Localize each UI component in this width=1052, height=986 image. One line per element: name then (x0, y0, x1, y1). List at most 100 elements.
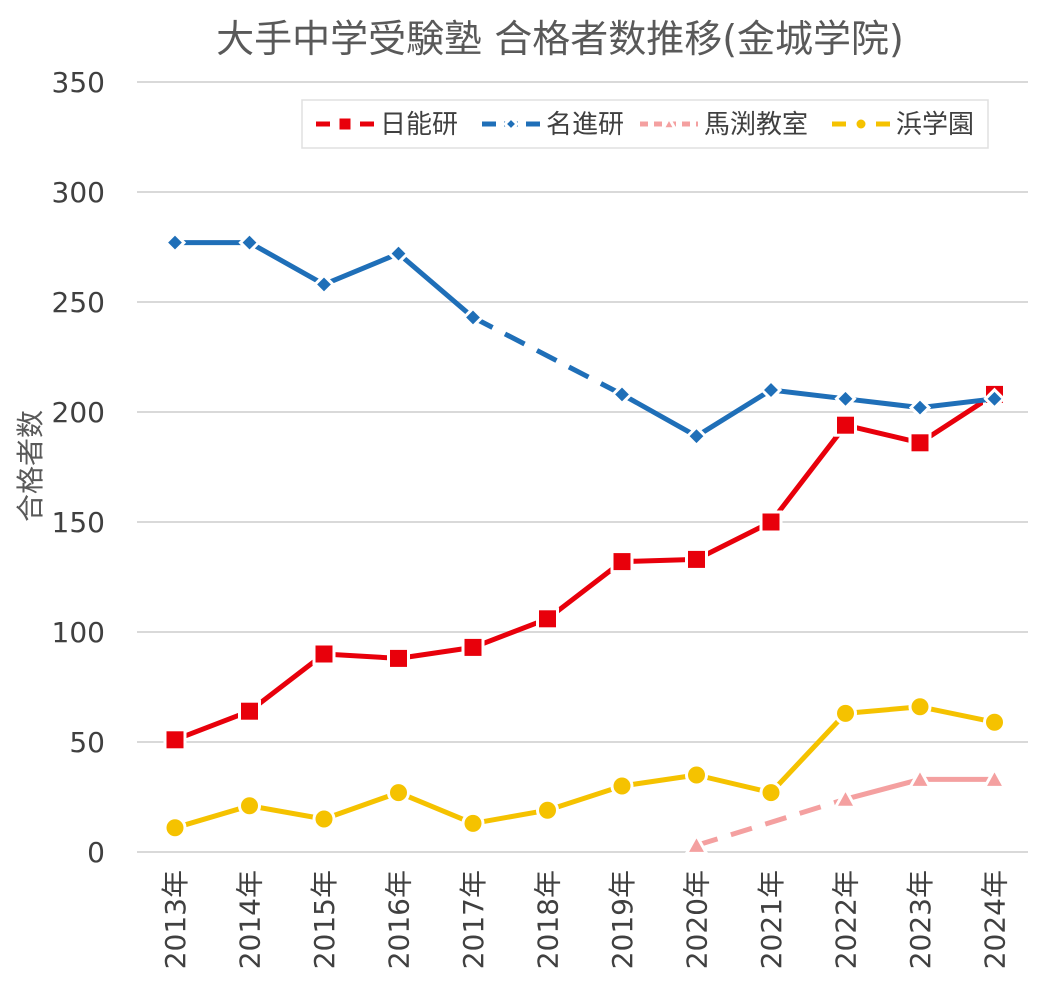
data-point (834, 701, 857, 725)
series-line-segment (843, 704, 923, 716)
series-line-segment (619, 556, 699, 565)
data-point (238, 699, 261, 723)
data-point (461, 306, 485, 329)
series-line-segment (321, 251, 401, 287)
data-point (908, 695, 932, 719)
legend-item-0: 日能研 (316, 110, 458, 140)
gridlines (137, 81, 1028, 853)
series-layer (163, 231, 1008, 855)
x-tick-label: 2022年 (830, 870, 863, 969)
legend-marker (336, 115, 354, 133)
data-point (981, 766, 1008, 789)
data-point (983, 387, 1006, 410)
data-point (834, 413, 857, 437)
data-point (536, 607, 559, 631)
series-line-segment (843, 396, 923, 411)
data-point (683, 832, 710, 855)
data-point (312, 642, 336, 666)
legend-label: 浜学園 (896, 110, 974, 140)
x-tick-label: 2014年 (234, 870, 267, 969)
series-line-segment (471, 315, 624, 397)
legend-item-3: 浜学園 (832, 110, 974, 140)
data-point (759, 378, 783, 402)
data-point (461, 635, 485, 659)
y-tick-label: 0 (87, 836, 105, 869)
series-line-segment (843, 776, 923, 802)
x-tick-label: 2013年 (159, 870, 192, 969)
legend: 日能研 名進研 馬渕教室 浜学園 (301, 99, 989, 149)
legend-marker (853, 116, 869, 132)
legend-label: 日能研 (380, 110, 458, 140)
data-point (983, 710, 1006, 734)
series-line-segment (545, 783, 625, 813)
data-point (685, 763, 708, 787)
data-point (238, 794, 261, 818)
y-tick-label: 250 (52, 286, 105, 319)
data-point (238, 231, 261, 254)
series-line-segment (917, 396, 997, 411)
series-line-segment (843, 422, 923, 446)
series-line-segment (768, 422, 848, 525)
series-line-segment (470, 616, 550, 650)
series-line-segment (619, 391, 699, 439)
series-line-segment (694, 519, 774, 562)
data-point (908, 396, 932, 419)
data-point (387, 646, 410, 670)
data-point (685, 425, 708, 448)
series-line-segment (694, 772, 774, 796)
series-line-segment (247, 651, 327, 714)
data-point (461, 811, 485, 835)
legend-box (301, 99, 989, 149)
series-line-segment (768, 710, 848, 796)
data-point (832, 786, 859, 809)
y-tick-label: 350 (52, 66, 105, 99)
series-line-segment (619, 772, 699, 789)
series-line-segment (917, 704, 997, 725)
legend-item-2: 馬渕教室 (640, 110, 808, 140)
data-point (610, 383, 634, 406)
series-line-segment (470, 807, 550, 826)
series-line-segment (321, 651, 401, 661)
series-line-segment (396, 251, 476, 320)
data-point (536, 798, 559, 822)
data-point (387, 242, 410, 265)
data-point (759, 510, 783, 534)
series-line-segment (396, 644, 476, 661)
data-point (834, 387, 857, 410)
series-line-segment (247, 240, 327, 287)
x-tick-label: 2021年 (755, 870, 788, 969)
data-point (907, 766, 933, 789)
y-axis-ticks: 0 50 100 150 200 250 300 350 (52, 66, 105, 869)
data-point (387, 781, 410, 805)
series-line-segment (172, 803, 252, 831)
x-tick-label: 2019年 (606, 870, 639, 969)
series-line-segment (247, 803, 327, 822)
x-tick-label: 2020年 (681, 870, 714, 969)
data-point (908, 431, 932, 455)
legend-marker (502, 115, 520, 133)
x-tick-label: 2024年 (979, 870, 1012, 969)
series-line-segment (694, 387, 774, 439)
y-axis-label: 合格者数 (14, 410, 47, 522)
series-1 (163, 231, 1006, 448)
data-point (610, 550, 634, 574)
y-tick-label: 200 (52, 396, 105, 429)
legend-marker (660, 114, 678, 131)
series-line-segment (321, 790, 401, 822)
series-line-segment (396, 790, 476, 826)
chart-title: 大手中学受験塾 合格者数推移(金城学院) (216, 17, 904, 61)
y-tick-label: 150 (52, 506, 105, 539)
data-point (163, 728, 187, 752)
x-tick-label: 2018年 (532, 870, 565, 969)
y-tick-label: 100 (52, 616, 105, 649)
series-line-segment (545, 559, 625, 622)
x-tick-label: 2016年 (383, 870, 416, 969)
x-tick-label: 2015年 (308, 870, 341, 969)
data-point (610, 774, 634, 798)
series-line-segment (172, 708, 252, 743)
series-line-segment (768, 387, 848, 402)
x-axis-ticks: 2013年 2014年 2015年 2016年 2017年 2018年 2019年 2020年… (159, 870, 1012, 969)
data-point (759, 781, 783, 805)
data-point (312, 273, 336, 296)
